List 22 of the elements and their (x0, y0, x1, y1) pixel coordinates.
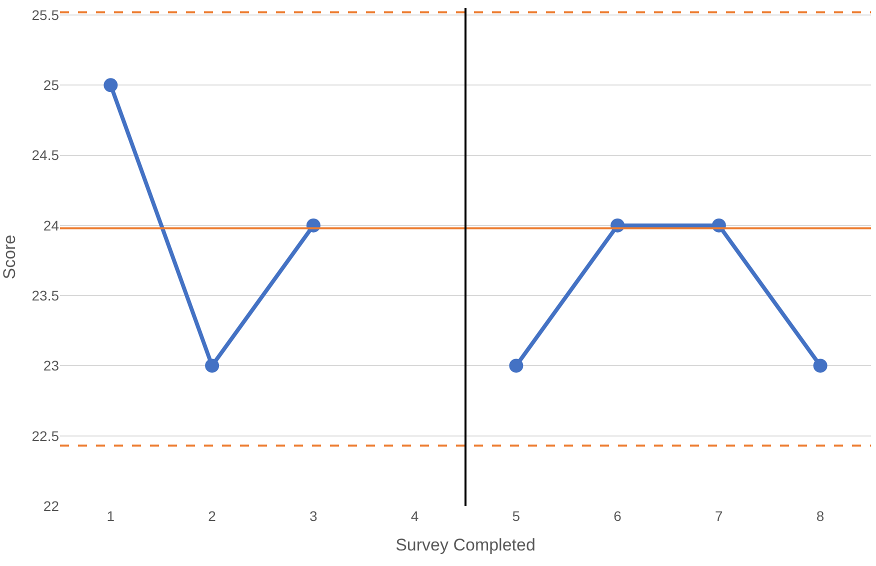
y-tick-label: 25 (43, 77, 60, 94)
x-axis-title: Survey Completed (396, 535, 536, 554)
x-tick-label: 3 (310, 508, 318, 524)
x-tick-label: 8 (816, 508, 824, 524)
y-tick-label: 24.5 (32, 147, 60, 164)
y-tick-label: 23.5 (32, 287, 60, 304)
x-tick-label: 5 (512, 508, 520, 524)
point (813, 358, 828, 373)
point (205, 358, 220, 373)
y-tick-label: 22 (43, 498, 60, 514)
point (104, 78, 118, 92)
point (509, 358, 524, 373)
x-tick-label: 6 (614, 508, 622, 524)
y-axis-title: Score (0, 234, 19, 280)
x-tick-label: 7 (715, 508, 724, 524)
x-tick-label: 1 (106, 508, 115, 524)
y-tick-label: 22.5 (32, 428, 60, 444)
y-tick-label: 24 (43, 217, 60, 234)
x-tick-label: 2 (208, 508, 216, 524)
x-tick-label: 4 (410, 508, 419, 524)
y-tick-label: 23 (43, 358, 60, 374)
y-tick-label: 25.5 (32, 6, 60, 23)
